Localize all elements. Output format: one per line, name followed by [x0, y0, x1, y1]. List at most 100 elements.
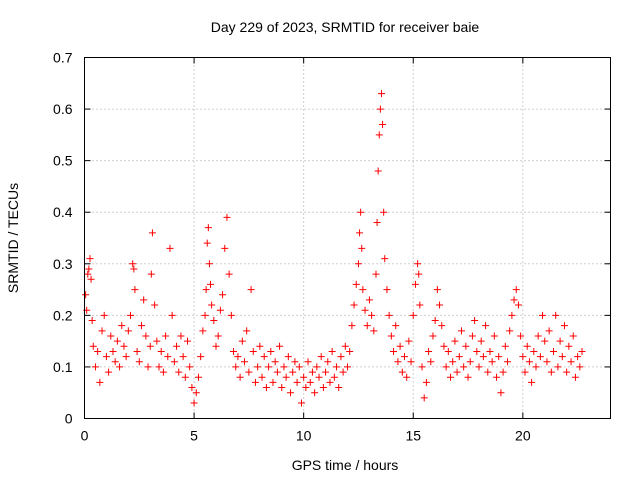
data-point	[280, 363, 288, 371]
data-point	[431, 317, 439, 325]
data-point	[256, 342, 264, 350]
data-point	[144, 363, 152, 371]
data-point	[409, 311, 417, 319]
data-point	[451, 337, 459, 345]
data-point	[396, 342, 404, 350]
data-point	[315, 373, 323, 381]
data-point	[499, 368, 507, 376]
data-point	[503, 358, 511, 366]
data-point	[122, 353, 130, 361]
data-point	[236, 373, 244, 381]
data-point	[543, 358, 551, 366]
data-point	[373, 219, 381, 227]
data-point	[297, 399, 305, 407]
data-point	[436, 301, 444, 309]
data-point	[208, 301, 216, 309]
data-point	[177, 332, 185, 340]
data-point	[287, 389, 295, 397]
data-point	[479, 353, 487, 361]
data-point	[376, 105, 384, 113]
data-point	[148, 229, 156, 237]
data-point	[528, 378, 536, 386]
y-tick-label: 0.4	[53, 204, 73, 220]
data-point	[109, 347, 117, 355]
data-point	[427, 358, 435, 366]
data-point	[269, 378, 277, 386]
data-point	[512, 286, 520, 294]
data-point	[230, 347, 238, 355]
y-tick-label: 0.3	[53, 256, 73, 272]
data-point	[289, 368, 297, 376]
y-tick-label: 0.1	[53, 359, 73, 375]
data-point	[418, 363, 426, 371]
data-point	[508, 311, 516, 319]
data-point	[357, 208, 365, 216]
data-point	[234, 353, 242, 361]
data-points	[82, 90, 586, 407]
data-point	[84, 270, 92, 278]
data-point	[532, 363, 540, 371]
data-point	[127, 311, 135, 319]
data-point	[475, 363, 483, 371]
y-tick-label: 0.2	[53, 307, 73, 323]
data-point	[98, 327, 106, 335]
data-point	[118, 322, 126, 330]
data-point	[249, 347, 257, 355]
data-point	[82, 291, 90, 299]
data-point	[306, 378, 314, 386]
data-point	[131, 286, 139, 294]
data-point	[221, 244, 229, 252]
data-point	[324, 358, 332, 366]
data-point	[302, 384, 310, 392]
data-point	[488, 358, 496, 366]
data-point	[326, 378, 334, 386]
data-point	[400, 353, 408, 361]
data-point	[560, 322, 568, 330]
data-point	[574, 353, 582, 361]
data-point	[567, 358, 575, 366]
data-point	[576, 363, 584, 371]
data-point	[493, 373, 501, 381]
data-point	[181, 373, 189, 381]
data-point	[394, 358, 402, 366]
data-point	[205, 260, 213, 268]
data-point	[254, 363, 262, 371]
data-point	[199, 327, 207, 335]
data-point	[212, 342, 220, 350]
data-point	[188, 384, 196, 392]
data-point	[554, 363, 562, 371]
data-point	[354, 260, 362, 268]
data-point	[91, 363, 99, 371]
data-point	[86, 255, 94, 263]
data-point	[278, 384, 286, 392]
data-point	[556, 337, 564, 345]
data-point	[490, 332, 498, 340]
data-point	[341, 342, 349, 350]
data-point	[129, 260, 137, 268]
data-point	[420, 394, 428, 402]
data-point	[201, 311, 209, 319]
data-point	[271, 358, 279, 366]
x-tick-label: 15	[405, 428, 421, 444]
data-point	[390, 347, 398, 355]
data-point	[168, 311, 176, 319]
data-point	[392, 322, 400, 330]
data-point	[517, 332, 525, 340]
data-point	[335, 384, 343, 392]
data-point	[455, 353, 463, 361]
data-point	[85, 265, 93, 273]
data-point	[383, 286, 391, 294]
data-point	[519, 353, 527, 361]
data-point	[173, 342, 181, 350]
data-point	[192, 389, 200, 397]
data-point	[344, 363, 351, 371]
data-point	[530, 347, 538, 355]
data-point	[89, 342, 97, 350]
data-point	[565, 342, 573, 350]
data-point	[333, 363, 341, 371]
data-point	[552, 311, 560, 319]
data-point	[438, 322, 446, 330]
data-point	[405, 337, 413, 345]
data-point	[284, 353, 292, 361]
